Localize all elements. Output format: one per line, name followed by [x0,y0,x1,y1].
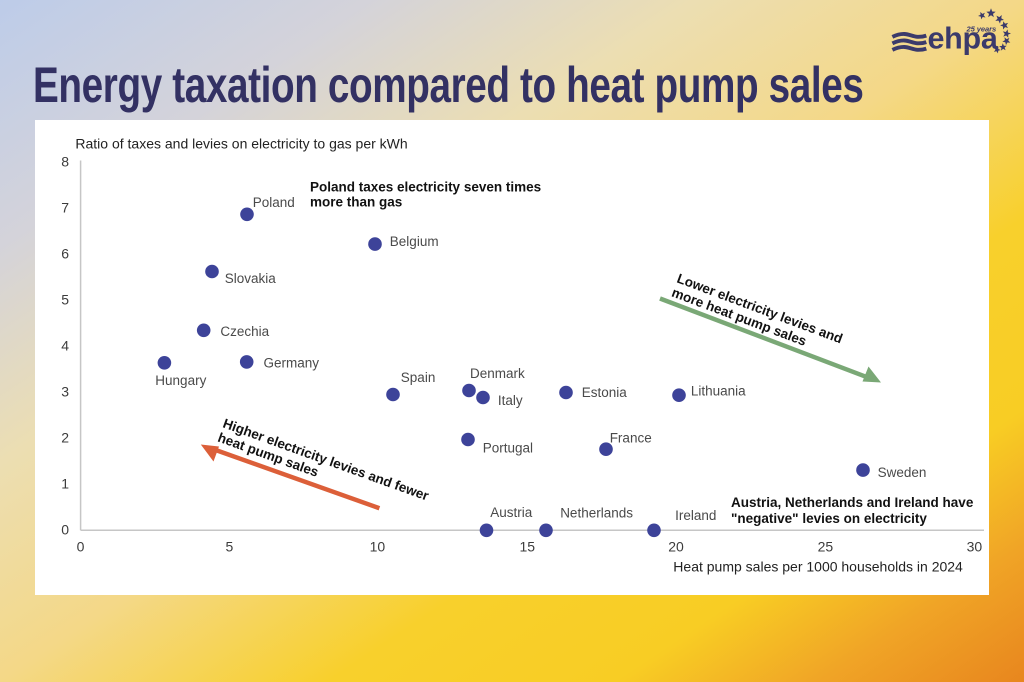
svg-text:Germany: Germany [264,356,320,371]
svg-text:2: 2 [61,430,69,446]
svg-text:Austria, Netherlands and Irela: Austria, Netherlands and Ireland have [731,495,974,510]
svg-text:Spain: Spain [401,370,436,385]
svg-text:25 years: 25 years [966,25,997,34]
svg-text:Denmark: Denmark [470,366,525,381]
svg-text:5: 5 [61,292,69,308]
svg-text:Estonia: Estonia [582,385,628,400]
svg-text:Italy: Italy [498,393,523,408]
svg-text:Slovakia: Slovakia [225,271,277,286]
svg-text:1: 1 [61,476,69,492]
svg-text:0: 0 [61,522,69,538]
svg-text:Portugal: Portugal [483,441,533,456]
svg-text:Poland: Poland [253,195,295,210]
svg-text:10: 10 [370,539,386,555]
svg-text:Heat pump sales per 1000 house: Heat pump sales per 1000 households in 2… [673,559,963,575]
svg-text:4: 4 [61,338,69,354]
svg-text:7: 7 [61,200,69,216]
svg-text:25: 25 [818,539,834,555]
svg-text:ehpa: ehpa [928,22,999,56]
svg-text:Hungary: Hungary [155,373,206,388]
svg-text:more than gas: more than gas [310,195,402,210]
svg-text:15: 15 [520,539,536,555]
svg-text:3: 3 [61,384,69,400]
svg-text:0: 0 [77,539,85,555]
svg-text:6: 6 [61,246,69,262]
svg-text:Lithuania: Lithuania [691,384,746,399]
svg-text:France: France [610,431,652,446]
svg-text:"negative" levies on electrici: "negative" levies on electricity [731,511,927,526]
svg-text:Austria: Austria [490,505,533,520]
svg-text:Sweden: Sweden [878,465,927,480]
svg-text:Ratio of taxes and levies on e: Ratio of taxes and levies on electricity… [75,135,407,151]
svg-text:Ireland: Ireland [675,508,716,523]
svg-text:Czechia: Czechia [220,324,269,339]
svg-text:30: 30 [967,539,983,555]
svg-text:Poland taxes electricity seven: Poland taxes electricity seven times [310,180,541,195]
svg-text:5: 5 [226,539,234,555]
svg-text:8: 8 [61,154,69,170]
svg-text:Netherlands: Netherlands [560,506,633,521]
svg-text:Belgium: Belgium [390,234,439,249]
svg-text:20: 20 [668,539,684,555]
